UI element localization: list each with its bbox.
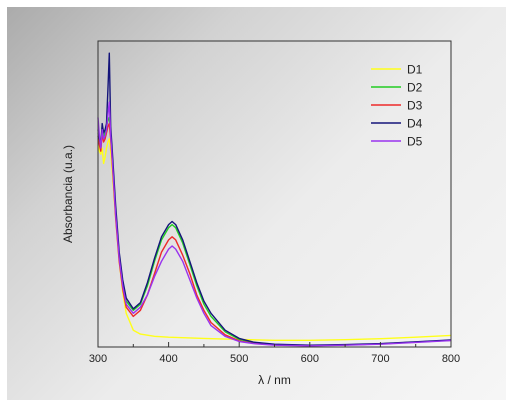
series-layer <box>97 52 452 347</box>
tick-layer: 300 400 500 600 700 800 <box>89 342 460 365</box>
legend-label-d5: D5 <box>407 135 423 149</box>
x-tick-label-700: 700 <box>371 353 389 365</box>
x-tick-label-500: 500 <box>230 353 248 365</box>
x-tick-label-800: 800 <box>442 353 460 365</box>
absorbance-chart: 300 400 500 600 700 800 λ / nm Absorbancia (u… <box>61 40 460 387</box>
series-line-d2 <box>97 116 452 347</box>
x-axis-label: λ / nm <box>258 373 291 387</box>
series-line-d3 <box>97 122 452 347</box>
legend-label-d3: D3 <box>407 99 423 113</box>
legend-label-d2: D2 <box>407 81 423 95</box>
y-axis-label: Absorbancia (u.a.) <box>61 145 75 243</box>
legend-label-d1: D1 <box>407 63 423 77</box>
legend-label-d4: D4 <box>407 117 423 131</box>
x-tick-label-600: 600 <box>301 353 319 365</box>
chart-panel: 300 400 500 600 700 800 λ / nm Absorbancia (u… <box>7 7 506 400</box>
legend: D1 D2 D3 D4 D5 <box>371 63 423 149</box>
series-line-d4 <box>97 52 452 346</box>
x-tick-label-300: 300 <box>89 353 107 365</box>
x-tick-label-400: 400 <box>159 353 177 365</box>
series-line-d5 <box>97 101 452 347</box>
series-line-d1 <box>97 138 452 341</box>
